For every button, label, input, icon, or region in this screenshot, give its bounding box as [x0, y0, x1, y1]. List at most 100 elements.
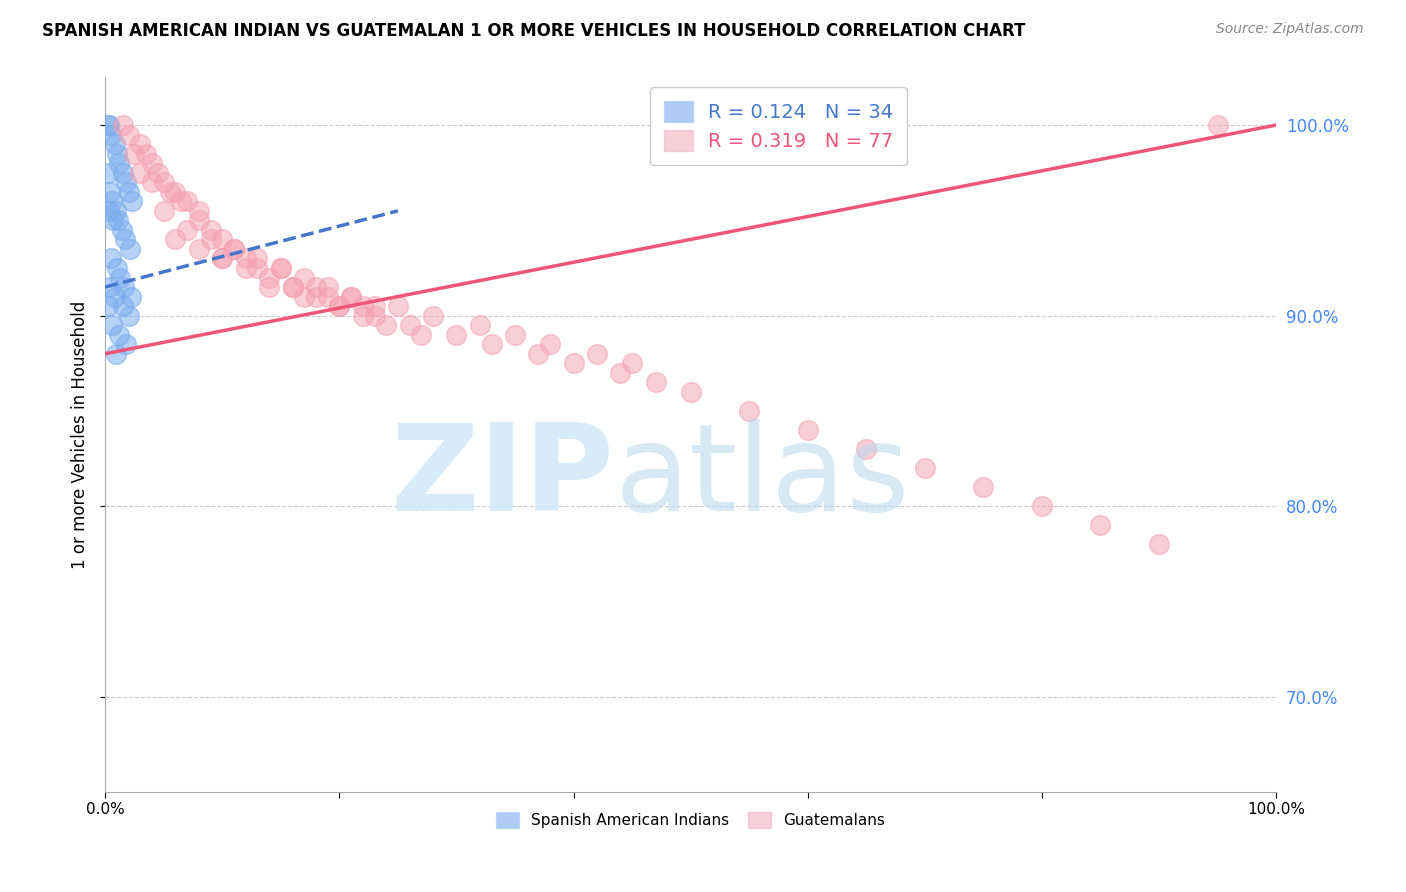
Point — [117, 128, 139, 142]
Point — [446, 327, 468, 342]
Point — [104, 347, 127, 361]
Point — [679, 384, 702, 399]
Point — [305, 289, 328, 303]
Point — [114, 232, 136, 246]
Point — [468, 318, 491, 333]
Point — [292, 270, 315, 285]
Point — [257, 280, 280, 294]
Point — [796, 423, 818, 437]
Point — [305, 280, 328, 294]
Point — [222, 242, 245, 256]
Point — [855, 442, 877, 456]
Point — [1206, 118, 1229, 132]
Point — [200, 223, 222, 237]
Point — [211, 232, 233, 246]
Point — [121, 194, 143, 209]
Point — [104, 203, 127, 218]
Point — [135, 146, 157, 161]
Point — [1090, 518, 1112, 533]
Point — [108, 327, 131, 342]
Point — [103, 137, 125, 152]
Point — [105, 260, 128, 275]
Point — [105, 146, 128, 161]
Point — [222, 242, 245, 256]
Point — [111, 166, 134, 180]
Point — [914, 461, 936, 475]
Point — [112, 280, 135, 294]
Point — [111, 118, 134, 132]
Point — [1147, 537, 1170, 551]
Point — [115, 175, 138, 189]
Point — [165, 232, 187, 246]
Point — [141, 156, 163, 170]
Point — [538, 337, 561, 351]
Point — [159, 185, 181, 199]
Point — [141, 175, 163, 189]
Point — [96, 299, 118, 313]
Point — [101, 194, 124, 209]
Point — [503, 327, 526, 342]
Point — [352, 299, 374, 313]
Point — [165, 185, 187, 199]
Point — [187, 213, 209, 227]
Point — [270, 260, 292, 275]
Point — [352, 309, 374, 323]
Point — [257, 270, 280, 285]
Legend: Spanish American Indians, Guatemalans: Spanish American Indians, Guatemalans — [491, 806, 891, 834]
Point — [110, 223, 132, 237]
Point — [481, 337, 503, 351]
Text: SPANISH AMERICAN INDIAN VS GUATEMALAN 1 OR MORE VEHICLES IN HOUSEHOLD CORRELATIO: SPANISH AMERICAN INDIAN VS GUATEMALAN 1 … — [42, 22, 1025, 40]
Point — [117, 309, 139, 323]
Point — [97, 118, 120, 132]
Point — [246, 252, 269, 266]
Point — [211, 252, 233, 266]
Point — [170, 194, 193, 209]
Point — [100, 128, 122, 142]
Point — [152, 203, 174, 218]
Point — [187, 203, 209, 218]
Point — [328, 299, 350, 313]
Point — [281, 280, 304, 294]
Point — [235, 260, 257, 275]
Point — [120, 289, 142, 303]
Point — [115, 337, 138, 351]
Point — [103, 289, 125, 303]
Point — [103, 213, 125, 227]
Point — [398, 318, 420, 333]
Point — [387, 299, 409, 313]
Point — [152, 175, 174, 189]
Point — [176, 223, 198, 237]
Text: atlas: atlas — [614, 419, 910, 536]
Point — [176, 194, 198, 209]
Point — [375, 318, 398, 333]
Point — [972, 480, 994, 494]
Point — [281, 280, 304, 294]
Point — [246, 260, 269, 275]
Point — [270, 260, 292, 275]
Point — [340, 289, 363, 303]
Point — [98, 185, 121, 199]
Point — [200, 232, 222, 246]
Point — [96, 118, 118, 132]
Point — [235, 252, 257, 266]
Point — [129, 166, 152, 180]
Point — [107, 213, 129, 227]
Point — [117, 185, 139, 199]
Point — [328, 299, 350, 313]
Point — [363, 309, 385, 323]
Point — [111, 299, 134, 313]
Point — [316, 280, 339, 294]
Point — [621, 356, 644, 370]
Point — [316, 289, 339, 303]
Point — [110, 270, 132, 285]
Point — [100, 252, 122, 266]
Point — [187, 242, 209, 256]
Text: ZIP: ZIP — [391, 419, 614, 536]
Point — [422, 309, 444, 323]
Point — [124, 146, 146, 161]
Point — [363, 299, 385, 313]
Point — [118, 242, 141, 256]
Point — [527, 347, 550, 361]
Point — [101, 318, 124, 333]
Point — [292, 289, 315, 303]
